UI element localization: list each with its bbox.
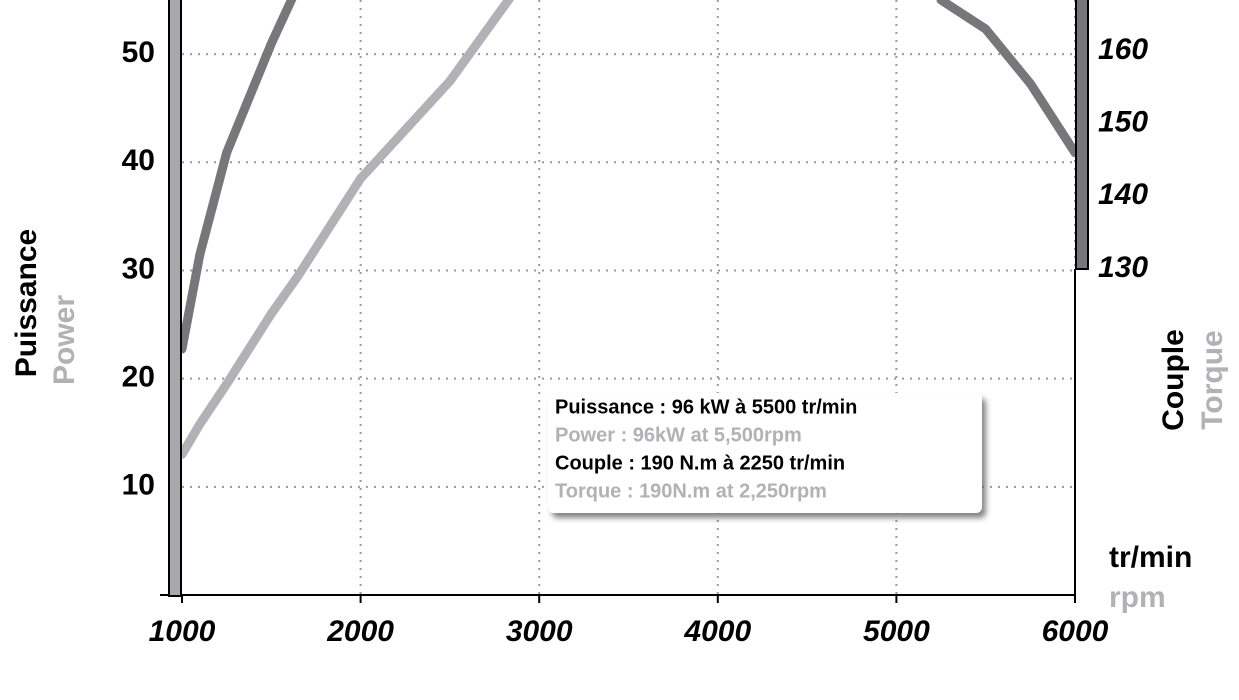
info-box-bg [548, 393, 982, 513]
y-axis-bar [168, 0, 182, 597]
annotation: Couple : 190 N.m à 2250 tr/min [555, 452, 845, 474]
x-tick-label: 5000 [863, 615, 930, 648]
y2-label: Torque [1196, 330, 1229, 429]
y2-label: Couple [1157, 329, 1190, 431]
x-tick-label: 6000 [1042, 615, 1109, 648]
x-label: tr/min [1109, 541, 1192, 574]
annotation: Power : 96kW at 5,500rpm [555, 424, 802, 446]
x-tick-label: 1000 [149, 615, 216, 648]
y-label: Puissance [10, 229, 43, 377]
annotation: Torque : 190N.m at 2,250rpm [555, 480, 827, 502]
series-line [177, 0, 515, 459]
y-tick-label: 40 [122, 144, 155, 177]
y2-tick-label: 150 [1098, 106, 1148, 139]
y2-tick-label: 160 [1098, 33, 1148, 66]
y2-axis-bar [1075, 0, 1089, 270]
series-line [177, 0, 297, 354]
y-tick-label: 50 [122, 36, 155, 69]
x-tick-label: 4000 [683, 615, 751, 648]
series-line [936, 0, 1080, 158]
y-tick-label: 10 [122, 469, 155, 502]
y-tick-label: 30 [122, 252, 155, 285]
y-label: Power [48, 295, 81, 385]
x-label: rpm [1109, 581, 1166, 614]
annotation: Puissance : 96 kW à 5500 tr/min [555, 396, 857, 418]
y2-tick-label: 140 [1098, 178, 1148, 211]
plot-area [177, 0, 1080, 459]
x-tick-label: 2000 [326, 615, 394, 648]
info-box: Puissance : 96 kW à 5500 tr/min Power : … [548, 393, 982, 513]
y2-tick-label: 130 [1098, 251, 1148, 284]
x-tick-label: 3000 [506, 615, 573, 648]
y-tick-label: 20 [122, 361, 155, 394]
